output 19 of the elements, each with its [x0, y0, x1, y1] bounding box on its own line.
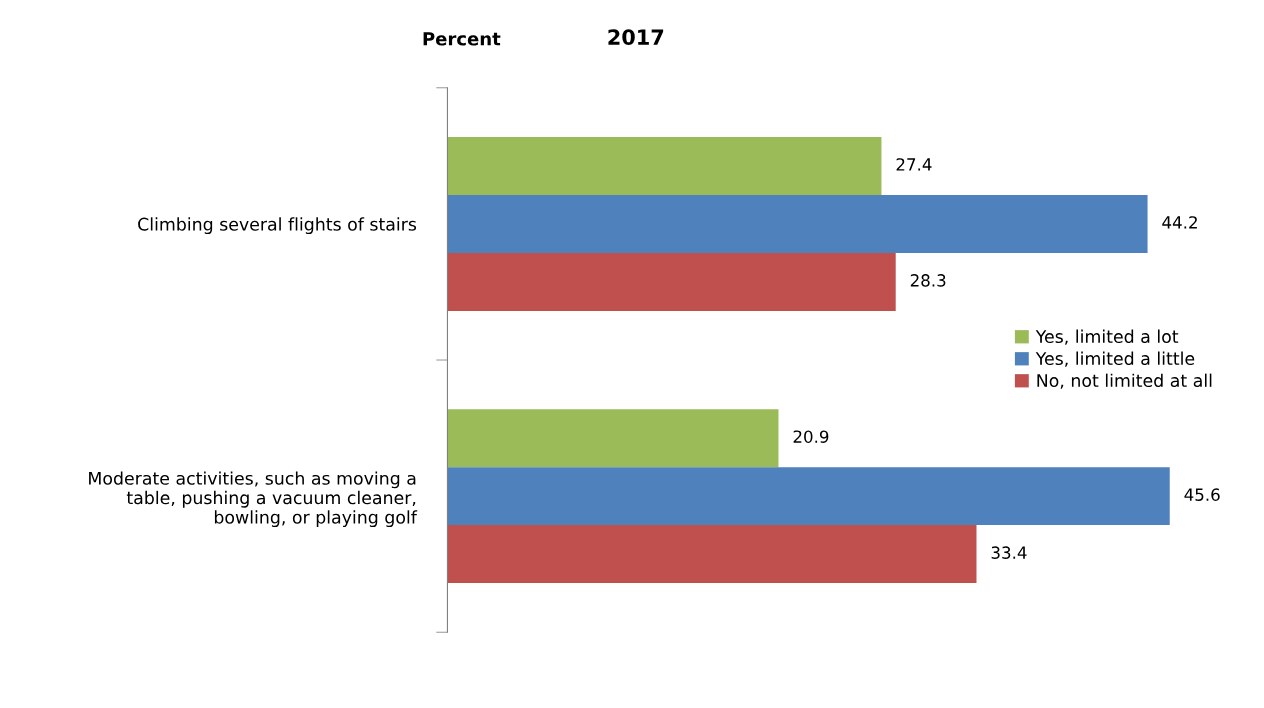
bar	[447, 252, 896, 311]
bar	[447, 467, 1170, 526]
data-label: 45.6	[1184, 488, 1220, 501]
y-tick-label: Moderate activities, such as moving a table, pushing a vacuum cleaner, bowling, or playing golf	[89, 471, 418, 528]
chart-title: 2017	[608, 29, 664, 45]
bar	[447, 409, 779, 468]
legend-label: Yes, limited a lot	[1035, 329, 1179, 345]
legend-label: Yes, limited a little	[1035, 351, 1195, 367]
data-label: 20.9	[793, 430, 829, 443]
y-tick-label: Climbing several flights of stairs	[138, 217, 417, 235]
legend-label: No, not limited at all	[1037, 373, 1212, 389]
data-label: 33.4	[991, 546, 1027, 559]
bar	[447, 194, 1148, 253]
bar	[447, 136, 882, 195]
bar	[447, 525, 977, 584]
data-label: 28.3	[910, 274, 946, 287]
data-label: 44.2	[1162, 216, 1197, 229]
data-label: 27.4	[896, 158, 932, 171]
x-axis-title: Percent	[423, 32, 501, 46]
